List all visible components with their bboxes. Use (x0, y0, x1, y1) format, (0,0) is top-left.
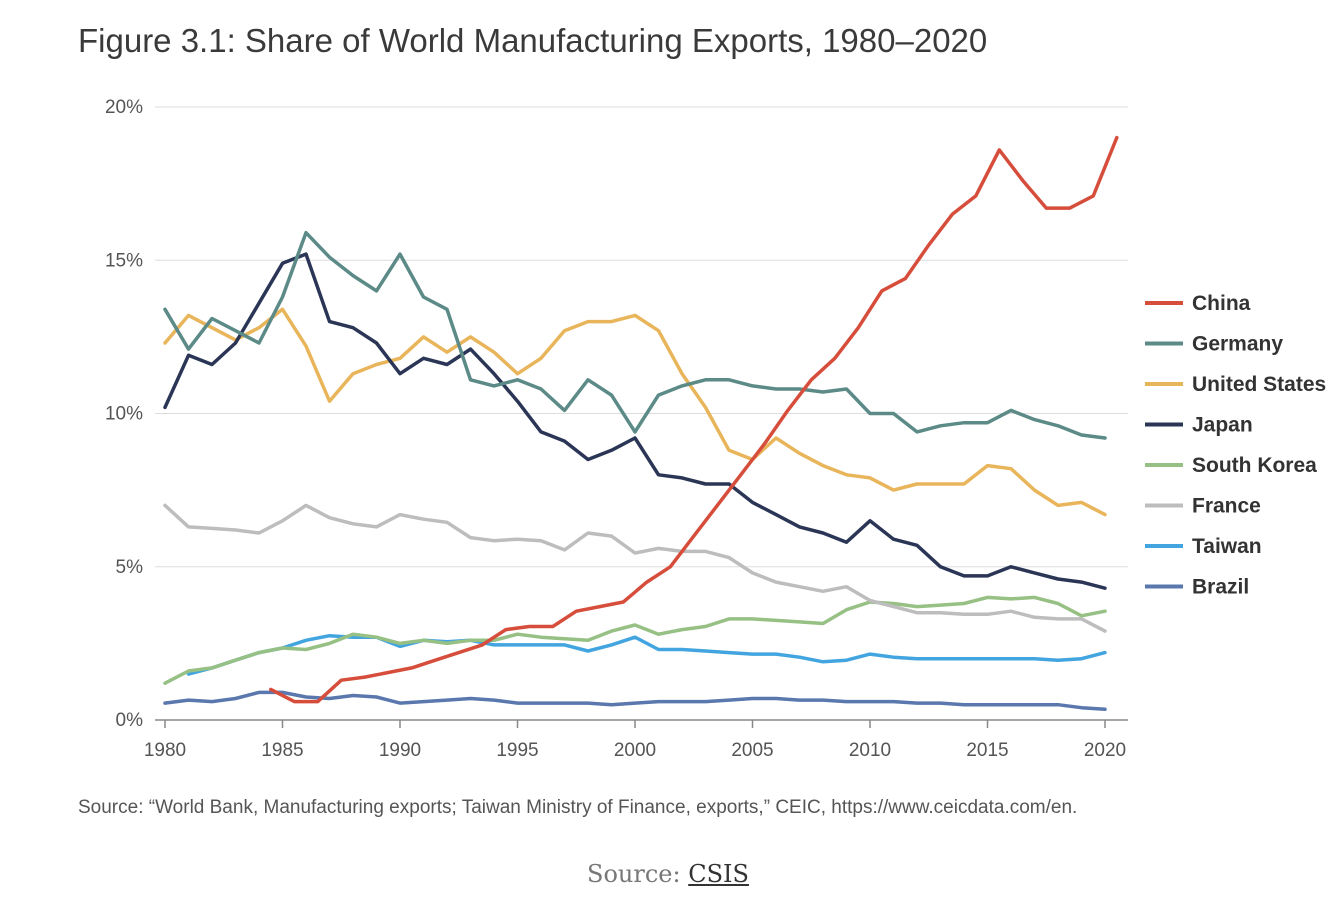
series-line-united-states (163, 307, 1107, 517)
y-tick-label: 5% (116, 557, 144, 578)
series-lines (163, 135, 1119, 712)
legend-label: Taiwan (1192, 535, 1262, 558)
series-line-taiwan (186, 633, 1107, 676)
legend-label: Brazil (1192, 576, 1249, 599)
legend-label: Japan (1192, 414, 1253, 437)
x-tick-label: 2005 (731, 740, 773, 761)
series-line-china (269, 135, 1119, 704)
x-axis-ticks: 1980 1985 1990 1995 2000 2005 2010 2015 2020 (144, 720, 1126, 761)
source-note: Source: “World Bank, Manufacturing expor… (78, 797, 1078, 818)
series-line-japan (163, 252, 1107, 590)
x-tick-label: 1995 (496, 740, 538, 761)
gridlines (155, 106, 1128, 721)
x-tick-label: 2015 (966, 740, 1008, 761)
x-tick-label: 1980 (144, 740, 186, 761)
series-line-germany (163, 230, 1107, 440)
chart-title: Figure 3.1: Share of World Manufacturing… (78, 22, 988, 59)
series-line-south-korea (163, 595, 1107, 685)
y-tick-label: 0% (116, 710, 144, 731)
series-line-france (163, 503, 1107, 633)
legend-label: Germany (1192, 333, 1283, 356)
y-tick-label: 20% (105, 97, 143, 118)
legend-label: United States (1192, 373, 1326, 396)
x-tick-label: 2020 (1084, 740, 1126, 761)
x-tick-label: 2000 (614, 740, 656, 761)
y-tick-label: 15% (105, 250, 143, 271)
legend-label: China (1192, 292, 1251, 315)
legend-label: South Korea (1192, 454, 1317, 477)
legend-label: France (1192, 495, 1261, 518)
y-tick-label: 10% (105, 404, 143, 425)
x-tick-label: 2010 (849, 740, 891, 761)
credit-prefix: Source: (587, 860, 689, 888)
y-axis-ticks: 0% 5% 10% 15% 20% (105, 97, 143, 731)
image-credit: Source: CSIS (0, 860, 1336, 888)
x-tick-label: 1990 (379, 740, 421, 761)
x-tick-label: 1985 (261, 740, 303, 761)
credit-link[interactable]: CSIS (688, 860, 749, 888)
legend: China Germany United States Japan South Kore… (1145, 292, 1326, 599)
